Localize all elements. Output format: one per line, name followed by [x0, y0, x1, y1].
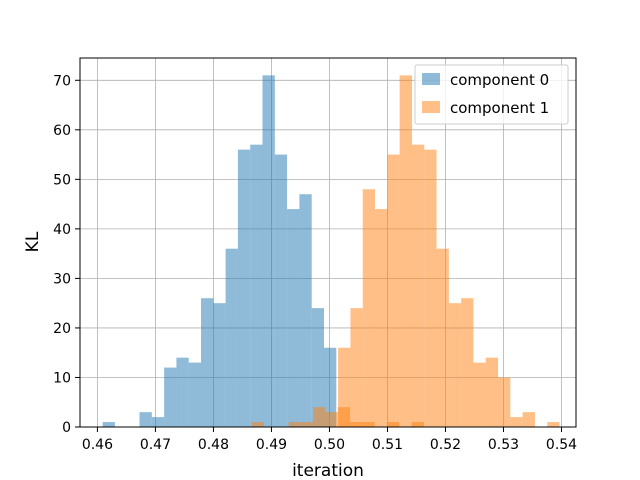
x-tick-label: 0.46 — [82, 437, 113, 453]
x-tick-label: 0.47 — [140, 437, 171, 453]
histogram-bar-series-2 — [436, 248, 449, 427]
histogram-bar-series-0 — [213, 303, 226, 427]
histogram-bar-series-1 — [325, 412, 338, 427]
histogram-bar-series-2 — [498, 377, 511, 427]
histogram-bar-series-1 — [251, 422, 265, 427]
histogram-bar-series-2 — [522, 412, 535, 427]
histogram-bar-series-0 — [250, 144, 263, 427]
x-axis-ticks: 0.46 0.47 0.48 0.49 0.50 0.51 0.52 0.53 0.54 — [82, 427, 577, 453]
histogram-bar-series-2 — [411, 144, 425, 427]
histogram-bar-series-0 — [237, 149, 251, 428]
y-tick-label: 70 — [53, 73, 71, 89]
x-tick-label: 0.50 — [314, 437, 345, 453]
histogram-bar-series-0 — [262, 75, 275, 427]
y-tick-label: 10 — [53, 370, 71, 386]
histogram-bar-series-2 — [362, 189, 376, 427]
histogram-bar-series-2 — [338, 347, 351, 427]
histogram-bar-series-0 — [102, 422, 115, 427]
histogram-bar-series-0 — [287, 209, 300, 427]
histogram-bar-series-0 — [323, 347, 337, 427]
histogram-bar-series-0 — [311, 308, 324, 427]
histogram-bar-series-0 — [188, 362, 202, 427]
histogram-bar-series-0 — [139, 412, 152, 427]
y-axis-label: KL — [23, 231, 43, 252]
legend-label-component-1: component 1 — [450, 99, 549, 117]
y-tick-label: 60 — [53, 123, 71, 139]
histogram-bar-series-2 — [424, 149, 437, 428]
histogram-bar-series-1 — [288, 422, 301, 427]
legend: component 0 component 1 — [414, 64, 569, 125]
y-tick-label: 30 — [53, 271, 71, 287]
histogram-bar-series-2 — [448, 303, 462, 427]
histogram-bar-series-1 — [313, 407, 326, 427]
y-tick-label: 40 — [53, 222, 71, 238]
histogram-bar-series-0 — [225, 248, 238, 427]
histogram-bar-series-0 — [151, 417, 165, 427]
histogram-bar-series-2 — [375, 209, 388, 427]
histogram-bar-series-2 — [510, 417, 523, 427]
legend-label-component-0: component 0 — [450, 71, 549, 89]
y-tick-label: 0 — [62, 420, 71, 436]
legend-swatch-component-0 — [422, 73, 440, 85]
x-tick-label: 0.52 — [430, 437, 461, 453]
legend-swatch-component-1 — [422, 101, 440, 113]
histogram-bar-series-0 — [176, 357, 189, 427]
x-axis-label: iteration — [292, 461, 364, 480]
x-tick-label: 0.49 — [256, 437, 287, 453]
x-tick-label: 0.54 — [546, 437, 577, 453]
histogram-bar-series-0 — [164, 367, 177, 427]
histogram-bar-series-2 — [387, 154, 400, 427]
legend-box — [414, 64, 569, 125]
histogram-bar-series-1 — [300, 422, 314, 427]
histogram-bar-series-2 — [547, 422, 560, 427]
histogram-bar-series-2 — [399, 75, 412, 427]
histogram-bar-series-0 — [201, 298, 214, 427]
histogram-bar-series-0 — [274, 154, 288, 427]
histogram-bar-series-2 — [473, 362, 486, 427]
plot-frame — [79, 57, 577, 428]
histogram-bar-series-2 — [485, 357, 499, 427]
x-tick-label: 0.51 — [372, 437, 403, 453]
x-tick-label: 0.48 — [198, 437, 229, 453]
x-tick-label: 0.53 — [488, 437, 519, 453]
y-axis-ticks: 0 10 20 30 40 50 60 70 — [53, 73, 80, 436]
y-tick-label: 20 — [53, 321, 71, 337]
histogram-bar-series-2 — [350, 308, 363, 427]
bars — [102, 75, 560, 428]
histogram-bar-series-0 — [299, 194, 312, 427]
y-tick-label: 50 — [53, 172, 71, 188]
histogram-bar-series-2 — [461, 298, 474, 427]
